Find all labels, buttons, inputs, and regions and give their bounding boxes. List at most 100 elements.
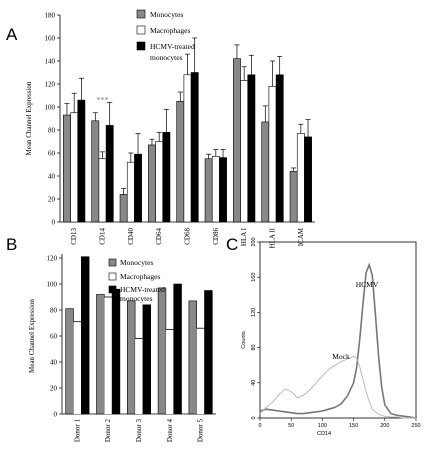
y-tick-label: 20 [50, 384, 58, 392]
x-tick-label: 100 [318, 423, 327, 429]
bar [142, 304, 151, 415]
y-tick-label: 40 [251, 380, 257, 386]
y-tick-label: 160 [45, 34, 56, 42]
panel-a-bar-chart: 0 20 40 60 80 100 120 140 160 180 Mean Channel Exp… [25, 9, 315, 248]
bar [126, 161, 135, 223]
hcmv-histogram-line [259, 262, 417, 419]
bar [304, 136, 312, 223]
category-label: CD64 [155, 228, 163, 245]
legend-label: HCMV-treated [150, 42, 195, 51]
bar [289, 171, 298, 223]
x-tick-label: 250 [411, 423, 420, 429]
bar [81, 256, 90, 415]
legend-swatch [108, 285, 117, 294]
bar [188, 300, 197, 415]
y-tick-label: 140 [45, 57, 56, 65]
y-tick-label: 60 [50, 332, 58, 340]
legend-swatch [108, 258, 117, 267]
y-tick-label: 40 [50, 358, 58, 366]
y-tick-label: 0 [54, 410, 58, 418]
bar [91, 120, 100, 223]
category-label: CD86 [212, 228, 220, 245]
y-axis-label: Mean Channel Expression [28, 299, 36, 373]
bar [165, 329, 174, 414]
bar [111, 288, 121, 415]
bar [240, 80, 249, 223]
bar [162, 132, 171, 223]
legend-label: Macrophages [120, 272, 160, 281]
legend-swatch [108, 272, 117, 281]
category-label: Donor 1 [73, 419, 81, 443]
bar [127, 300, 136, 415]
legend-label: monocytes [150, 53, 183, 62]
bar [65, 308, 74, 415]
y-tick-label: 0 [52, 218, 56, 226]
legend-swatch [136, 25, 146, 35]
bar [104, 297, 113, 414]
y-tick-label: 180 [45, 11, 56, 19]
bar [261, 121, 270, 223]
panel-label-c: C [226, 235, 238, 254]
bar [275, 74, 284, 223]
legend-label: Monocytes [120, 258, 153, 267]
legend-label: Monocytes [150, 10, 183, 19]
y-tick-label: 80 [50, 306, 58, 314]
x-tick-label: 0 [258, 423, 261, 429]
significance-annotation: *** [96, 94, 109, 104]
y-tick-label: 60 [48, 149, 56, 157]
bar [296, 133, 305, 223]
bar [134, 153, 142, 223]
mock-histogram-line [259, 355, 416, 419]
bar [183, 74, 192, 223]
y-tick-label: 120 [47, 254, 58, 262]
panel-label-a: A [6, 25, 18, 44]
bar [211, 156, 220, 223]
plot-frame [259, 241, 417, 419]
bar [105, 125, 114, 223]
bar [157, 287, 167, 415]
bar [119, 194, 128, 223]
bar [196, 328, 205, 414]
panel-c-histogram: 0 50 100 150 200 250 0 40 80 120 160 200 CD14 Counts H… [241, 237, 421, 437]
x-tick-label: 50 [288, 423, 294, 429]
category-label: CD13 [70, 228, 78, 245]
legend-swatch [136, 9, 146, 19]
y-tick-label: 100 [45, 103, 56, 111]
legend-label: Macrophages [150, 26, 190, 35]
bar [268, 86, 277, 223]
category-label: Donor 2 [104, 419, 112, 443]
y-tick-label: 80 [251, 345, 257, 351]
y-tick-label: 0 [251, 416, 257, 419]
bar [98, 158, 107, 223]
y-tick-label: 120 [251, 308, 257, 317]
bar [135, 338, 143, 414]
x-axis-label: CD14 [317, 431, 331, 437]
bar [73, 321, 82, 414]
bar [176, 100, 185, 223]
bar [77, 99, 86, 223]
legend-label: monocytes [120, 294, 153, 303]
bar [155, 141, 164, 223]
y-tick-label: 80 [48, 126, 56, 134]
bar [173, 283, 182, 415]
category-label: HLA II [269, 227, 277, 248]
category-label: CD40 [127, 228, 135, 245]
y-axis-label: Counts [241, 331, 247, 349]
bar [233, 58, 241, 223]
y-tick-label: 160 [251, 273, 257, 282]
panel-label-b: B [6, 235, 17, 254]
bar [63, 114, 71, 223]
category-label: CD68 [184, 228, 192, 245]
y-tick-label: 40 [48, 172, 56, 180]
y-tick-label: 20 [48, 195, 56, 203]
category-label: CD14 [99, 228, 107, 245]
bar [247, 74, 256, 223]
category-label: ICAM [297, 227, 305, 246]
legend-label: HCMV-treated [120, 285, 165, 294]
bar [204, 158, 213, 223]
x-tick-label: 200 [380, 423, 389, 429]
bar [96, 294, 105, 415]
bar [190, 72, 199, 223]
category-label: Donor 4 [166, 419, 174, 443]
x-tick-label: 150 [349, 423, 358, 429]
